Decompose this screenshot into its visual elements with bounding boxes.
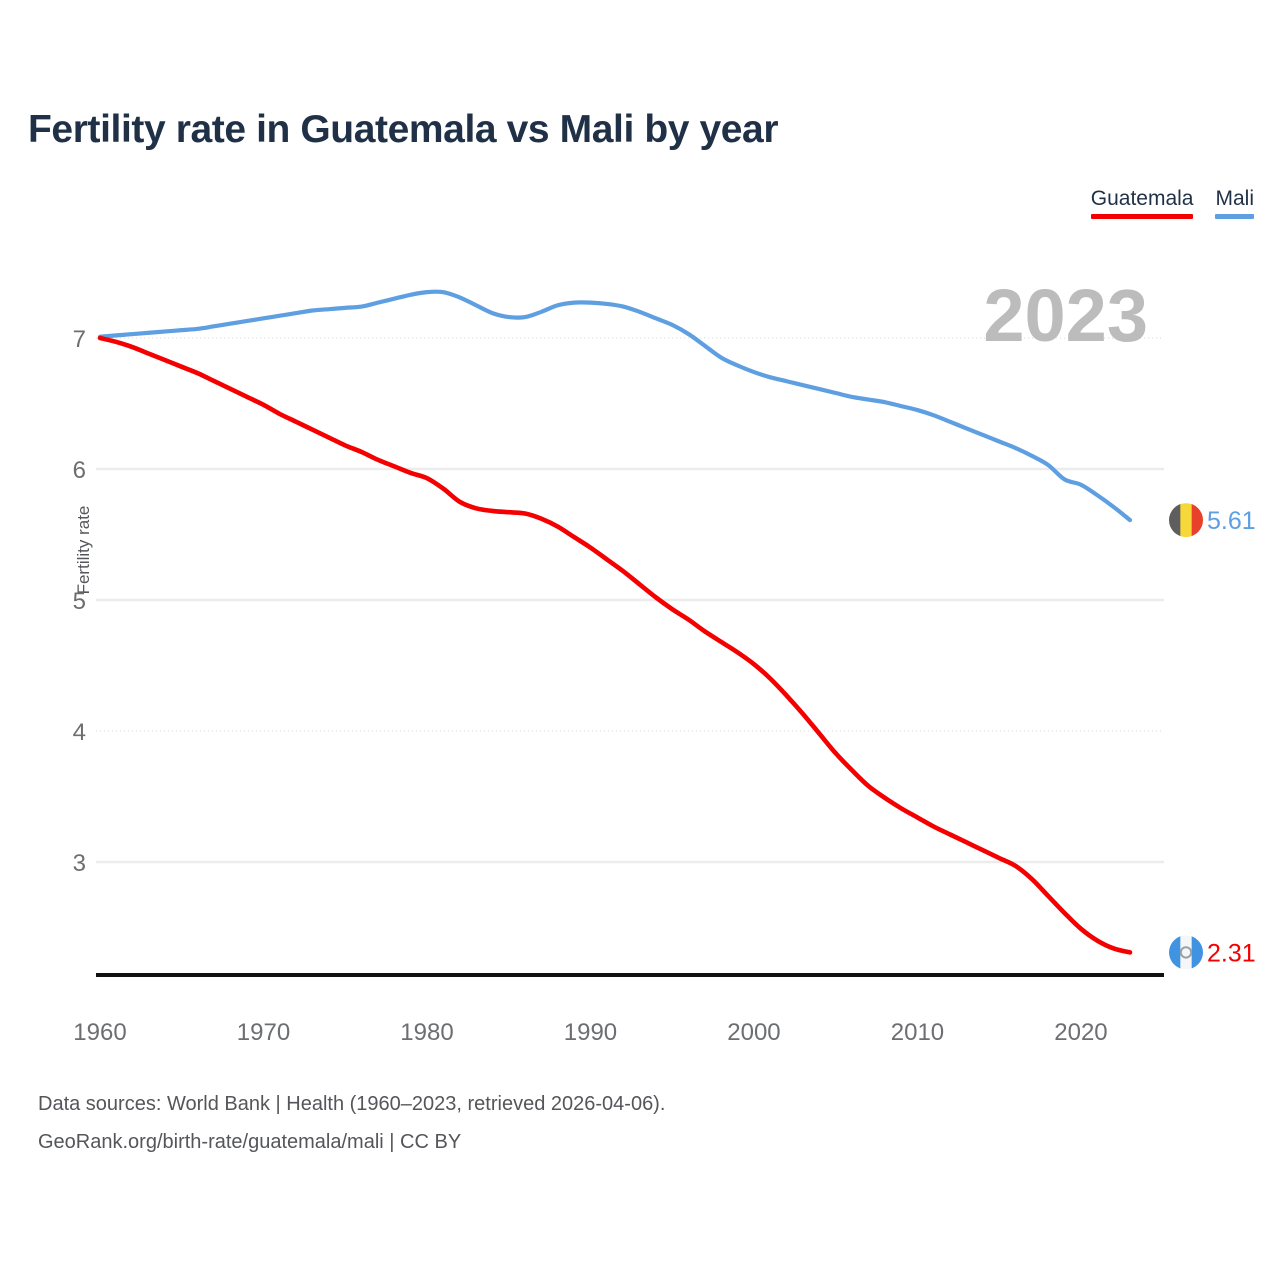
line-series-guatemala[interactable] [97,335,1133,955]
x-tick-label: 2020 [1054,1019,1107,1046]
page-title: Fertility rate in Guatemala vs Mali by y… [28,108,779,151]
end-value-label-guatemala: 2.31 [1207,939,1256,967]
flag-stripe [1180,503,1193,538]
x-tick-label: 1980 [400,1019,453,1046]
year-watermark: 2023 [983,274,1148,357]
mali-flag-icon[interactable] [1169,503,1204,538]
y-axis-tick-labels: 3 4 5 6 7 [73,326,86,877]
chart-legend: Guatemala Mali [1090,186,1254,219]
y-tick-label: 4 [73,719,86,746]
legend-color-swatch-mali [1215,214,1254,219]
x-tick-label: 1990 [564,1019,617,1046]
x-tick-label: 1970 [237,1019,290,1046]
y-tick-label: 3 [73,850,86,877]
legend-item-guatemala[interactable]: Guatemala [1090,186,1194,219]
x-axis-tick-labels: 1960 1970 1980 1990 2000 2010 2020 [73,1019,1107,1046]
x-tick-label: 2000 [727,1019,780,1046]
y-tick-label: 6 [73,457,86,484]
footer-data-sources: Data sources: World Bank | Health (1960–… [38,1093,666,1115]
line-series-mali[interactable] [97,289,1133,523]
flag-stripe [1191,935,1203,970]
x-tick-label: 2010 [891,1019,944,1046]
gridlines [96,337,1164,864]
legend-item-mali[interactable]: Mali [1215,186,1254,219]
y-tick-label: 5 [73,588,86,615]
y-tick-label: 7 [73,326,86,353]
legend-label-mali: Mali [1215,187,1254,210]
end-value-label-mali: 5.61 [1207,507,1256,535]
flag-stripe [1169,503,1181,538]
footer-attribution: Data sources: World Bank | Health (1960–… [38,1085,665,1161]
flag-emblem [1179,946,1193,959]
flag-stripe [1191,503,1203,538]
legend-color-swatch-guatemala [1090,214,1194,219]
x-tick-label: 1960 [73,1019,126,1046]
guatemala-flag-icon[interactable] [1169,935,1204,970]
flag-stripe [1180,935,1193,970]
flag-stripe [1169,935,1181,970]
legend-label-guatemala: Guatemala [1090,187,1194,210]
footer-source-url[interactable]: GeoRank.org/birth-rate/guatemala/mali | … [38,1131,462,1153]
